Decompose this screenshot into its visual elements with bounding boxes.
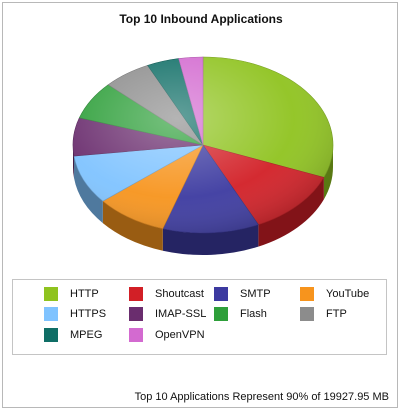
legend-item-youtube: YouTube [300, 286, 369, 302]
legend-label: Shoutcast [155, 288, 204, 300]
chart-panel: Top 10 Inbound Applications HTTP Shoutcas… [2, 2, 398, 408]
legend-swatch [300, 307, 314, 321]
legend-item-shoutcast: Shoutcast [129, 286, 204, 302]
legend-label: HTTPS [70, 308, 107, 320]
pie-chart [72, 56, 334, 255]
legend-label: SMTP [240, 288, 271, 300]
legend: HTTP Shoutcast SMTP YouTube HTTPS IMAP-SSL Fla… [12, 279, 387, 355]
legend-label: FTP [326, 308, 347, 320]
legend-item-http: HTTP [44, 286, 99, 302]
legend-label: YouTube [326, 288, 370, 300]
legend-swatch [44, 287, 58, 301]
legend-swatch [129, 307, 143, 321]
legend-item-smtp: SMTP [214, 286, 271, 302]
legend-item-ftp: FTP [300, 306, 347, 322]
legend-label: HTTP [70, 288, 99, 300]
legend-swatch [44, 328, 58, 342]
legend-label: MPEG [70, 329, 103, 341]
legend-swatch [300, 287, 314, 301]
legend-item-mpeg: MPEG [44, 327, 102, 343]
footer-summary: Top 10 Applications Represent 90% of 199… [134, 391, 389, 403]
legend-label: OpenVPN [155, 329, 205, 341]
legend-item-flash: Flash [214, 306, 267, 322]
legend-item-openvpn: OpenVPN [129, 327, 205, 343]
legend-item-imap-ssl: IMAP-SSL [129, 306, 206, 322]
legend-label: Flash [240, 308, 267, 320]
legend-swatch [44, 307, 58, 321]
legend-swatch [129, 287, 143, 301]
legend-swatch [214, 287, 228, 301]
chart-title: Top 10 Inbound Applications [119, 12, 283, 26]
legend-swatch [214, 307, 228, 321]
legend-item-https: HTTPS [44, 306, 106, 322]
legend-swatch [129, 328, 143, 342]
legend-label: IMAP-SSL [155, 308, 207, 320]
